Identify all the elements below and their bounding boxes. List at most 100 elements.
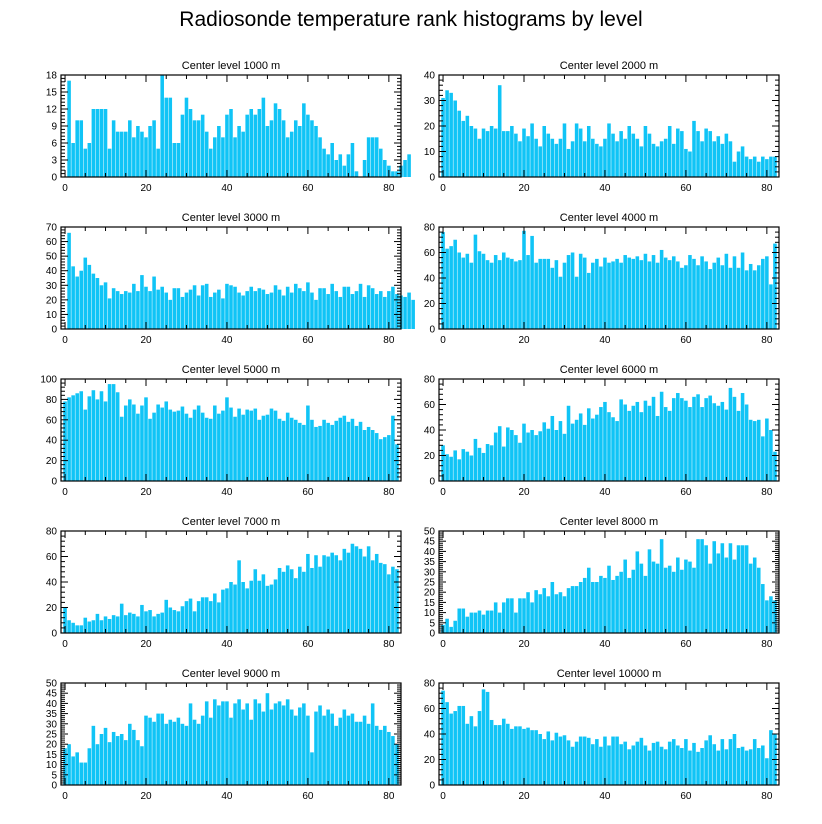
- histogram-bar: [196, 295, 201, 329]
- histogram-bar: [550, 415, 555, 481]
- histogram-bar: [740, 545, 745, 633]
- histogram-bar: [769, 156, 773, 177]
- histogram-bar: [164, 97, 169, 177]
- histogram-bar: [497, 260, 502, 329]
- histogram-bar: [680, 748, 684, 785]
- histogram-panel: Center level 7000 m 0 20 40 60 80 0 20 40 60 80: [46, 516, 402, 650]
- histogram-bar: [716, 136, 721, 177]
- histogram-bar: [493, 602, 498, 633]
- histogram-bar: [485, 610, 490, 633]
- y-tick-label: 45: [424, 537, 436, 548]
- histogram-bar: [370, 430, 375, 481]
- histogram-bar: [261, 289, 266, 329]
- histogram-bar: [761, 436, 765, 482]
- x-tick-label: 60: [302, 791, 314, 802]
- histogram-bar: [765, 418, 769, 481]
- histogram-bar: [293, 120, 298, 177]
- histogram-bar: [493, 128, 498, 177]
- y-tick-label: 0: [429, 781, 435, 792]
- histogram-bar: [736, 267, 741, 329]
- histogram-bar: [619, 399, 623, 481]
- histogram-bar: [663, 257, 668, 329]
- histogram-bar: [140, 275, 144, 329]
- histogram-bar: [330, 424, 334, 481]
- histogram-bar: [704, 128, 708, 177]
- histogram-bar: [172, 288, 177, 329]
- y-tick-label: 50: [46, 252, 58, 263]
- histogram-bar: [342, 165, 347, 177]
- histogram-bar: [530, 730, 534, 785]
- histogram-bar: [756, 748, 761, 785]
- histogram-bar: [449, 456, 453, 481]
- histogram-bar: [700, 141, 704, 177]
- histogram-bar: [724, 557, 729, 633]
- histogram-bar: [481, 128, 486, 177]
- histogram-bar: [692, 396, 696, 481]
- x-tick-label: 0: [440, 639, 446, 650]
- y-tick-label: 12: [46, 105, 58, 116]
- x-tick-label: 80: [761, 487, 773, 498]
- histogram-bar: [708, 131, 712, 177]
- histogram-bar: [172, 721, 177, 785]
- x-tick-label: 40: [221, 183, 233, 194]
- histogram-bar: [481, 614, 486, 633]
- histogram-bar: [346, 552, 351, 633]
- histogram-bar: [534, 138, 538, 177]
- histogram-bar: [213, 292, 217, 329]
- histogram-bar: [233, 137, 237, 177]
- histogram-bar: [285, 412, 290, 481]
- histogram-bar: [680, 398, 684, 482]
- histogram-bar: [752, 270, 757, 329]
- histogram-bar: [522, 230, 526, 329]
- histogram-bar: [651, 561, 656, 633]
- histogram-bar: [322, 715, 326, 785]
- histogram-panel: Center level 2000 m 0 20 40 60 80 0 10 20 30 40: [424, 60, 780, 194]
- histogram-bar: [366, 546, 371, 633]
- histogram-bar: [378, 439, 383, 481]
- histogram-bar: [83, 617, 88, 633]
- histogram-bar: [651, 255, 656, 329]
- histogram-bar: [591, 744, 595, 785]
- histogram-bar: [241, 295, 245, 329]
- histogram-bar: [370, 703, 375, 785]
- histogram-bar: [128, 292, 132, 329]
- histogram-bar: [570, 746, 575, 785]
- histogram-bar: [639, 146, 644, 177]
- histogram-bar: [716, 750, 721, 785]
- histogram-bar: [172, 411, 177, 481]
- histogram-bar: [107, 618, 112, 633]
- histogram-bar: [740, 252, 745, 329]
- histogram-bar: [493, 432, 498, 481]
- histogram-bar: [671, 739, 676, 785]
- histogram-bar: [257, 419, 262, 481]
- x-tick-label: 20: [518, 487, 530, 498]
- histogram-bar: [756, 419, 761, 481]
- histogram-bar: [465, 616, 470, 633]
- histogram-bar: [659, 539, 664, 633]
- histogram-bar: [761, 156, 765, 177]
- histogram-bar: [659, 141, 664, 177]
- histogram-bar: [362, 296, 367, 329]
- histogram-bar: [744, 750, 749, 785]
- histogram-bar: [720, 739, 725, 785]
- histogram-bar: [383, 725, 387, 785]
- histogram-bar: [391, 736, 395, 785]
- x-tick-label: 20: [140, 791, 152, 802]
- histogram-bar: [378, 729, 383, 785]
- histogram-bar: [554, 732, 559, 785]
- histogram-bar: [370, 560, 375, 633]
- histogram-bar: [659, 391, 664, 481]
- histogram-panel: Center level 8000 m0 20 40 60 80051015202530…: [424, 516, 780, 650]
- histogram-bar: [395, 569, 399, 633]
- histogram-bar: [164, 599, 169, 633]
- histogram-bar: [619, 744, 623, 785]
- histogram-bar: [176, 717, 181, 785]
- histogram-bar: [449, 626, 453, 633]
- y-tick-label: 10: [46, 310, 58, 321]
- histogram-bar: [765, 600, 769, 633]
- histogram-bar: [281, 420, 286, 481]
- histogram-bar: [684, 265, 688, 329]
- y-tick-label: 60: [46, 237, 58, 248]
- x-tick-label: 0: [440, 183, 446, 194]
- x-tick-label: 60: [680, 487, 692, 498]
